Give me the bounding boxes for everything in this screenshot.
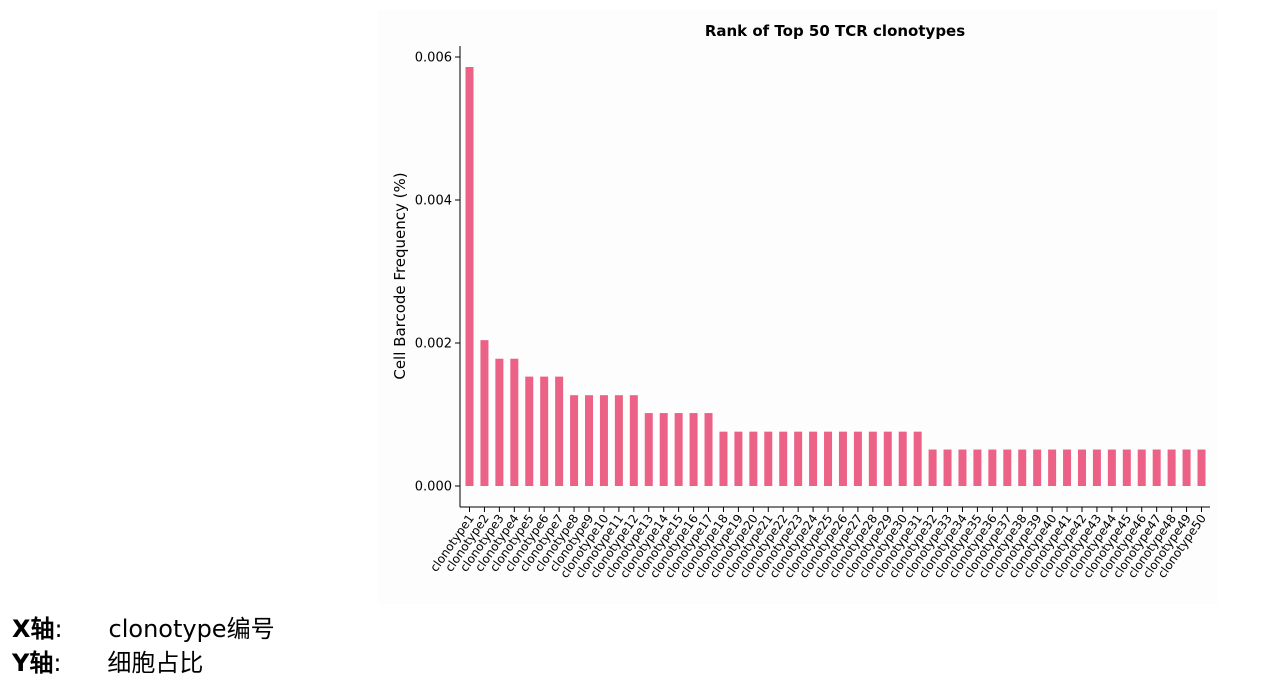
bar-clonotype7 [555,376,564,486]
bar-clonotype11 [614,395,623,486]
bars [465,67,1206,486]
bar-clonotype12 [629,395,638,486]
bar-clonotype46 [1137,449,1146,486]
chart-title: Rank of Top 50 TCR clonotypes [705,22,965,40]
bar-clonotype24 [809,431,818,486]
bar-clonotype21 [764,431,773,486]
bar-clonotype39 [1033,449,1042,486]
bar-clonotype17 [704,413,713,486]
bar-clonotype5 [525,376,534,486]
bar-clonotype32 [928,449,937,486]
bar-clonotype23 [794,431,803,486]
y-tick-label: 0.006 [415,51,452,66]
chart-panel [378,10,1218,604]
bar-clonotype47 [1152,449,1161,486]
bar-clonotype1 [465,67,474,486]
bar-clonotype43 [1092,449,1101,486]
y-axis: 0.000 0.002 0.004 0.006 [415,51,460,495]
bar-clonotype40 [1048,449,1057,486]
y-tick-label: 0.004 [415,194,452,209]
bar-clonotype6 [540,376,549,486]
y-note: Y轴 : 细胞占比 [12,646,275,680]
bar-clonotype37 [1003,449,1012,486]
y-note-key: Y轴 [12,649,54,677]
bar-clonotype19 [734,431,743,486]
bar-clonotype41 [1063,449,1072,486]
x-note: X轴 : clonotype编号 [12,612,275,646]
bar-clonotype50 [1197,449,1206,486]
bar-clonotype14 [659,413,668,486]
bar-clonotype30 [898,431,907,486]
bar-clonotype45 [1122,449,1131,486]
bar-clonotype28 [868,431,877,486]
y-tick-label: 0.002 [415,337,452,352]
x-note-value: clonotype编号 [108,615,275,643]
x-axis: clonotype1clonotype2clonotype3clonotype4… [427,507,1209,581]
bar-clonotype13 [644,413,653,486]
bar-clonotype36 [988,449,997,486]
bar-clonotype29 [883,431,892,486]
bar-clonotype42 [1077,449,1086,486]
bar-clonotype15 [674,413,683,486]
bar-clonotype3 [495,358,504,486]
y-note-value: 细胞占比 [107,649,204,677]
y-note-colon: : [53,649,62,677]
bar-clonotype4 [510,358,519,486]
bar-clonotype26 [838,431,847,486]
bar-clonotype25 [824,431,833,486]
y-axis-label: Cell Barcode Frequency (%) [391,172,409,379]
bar-clonotype8 [570,395,579,486]
axis-notes: X轴 : clonotype编号 Y轴 : 细胞占比 [12,612,275,680]
bar-clonotype22 [779,431,788,486]
bar-clonotype31 [913,431,922,486]
bar-clonotype10 [599,395,608,486]
bar-clonotype9 [585,395,594,486]
bar-clonotype20 [749,431,758,486]
bar-clonotype34 [958,449,967,486]
bar-clonotype18 [719,431,728,486]
bar-clonotype48 [1167,449,1176,486]
bar-clonotype33 [943,449,952,486]
bar-clonotype2 [480,340,489,486]
x-note-key: X轴 [12,615,55,643]
y-tick-label: 0.000 [415,480,452,495]
bar-clonotype27 [853,431,862,486]
bar-clonotype35 [973,449,982,486]
bar-clonotype16 [689,413,698,486]
bar-clonotype44 [1107,449,1116,486]
bar-clonotype49 [1182,449,1191,486]
bar-clonotype38 [1018,449,1027,486]
x-note-colon: : [54,615,63,643]
bar-chart: Rank of Top 50 TCR clonotypes Cell Barco… [391,22,1210,581]
